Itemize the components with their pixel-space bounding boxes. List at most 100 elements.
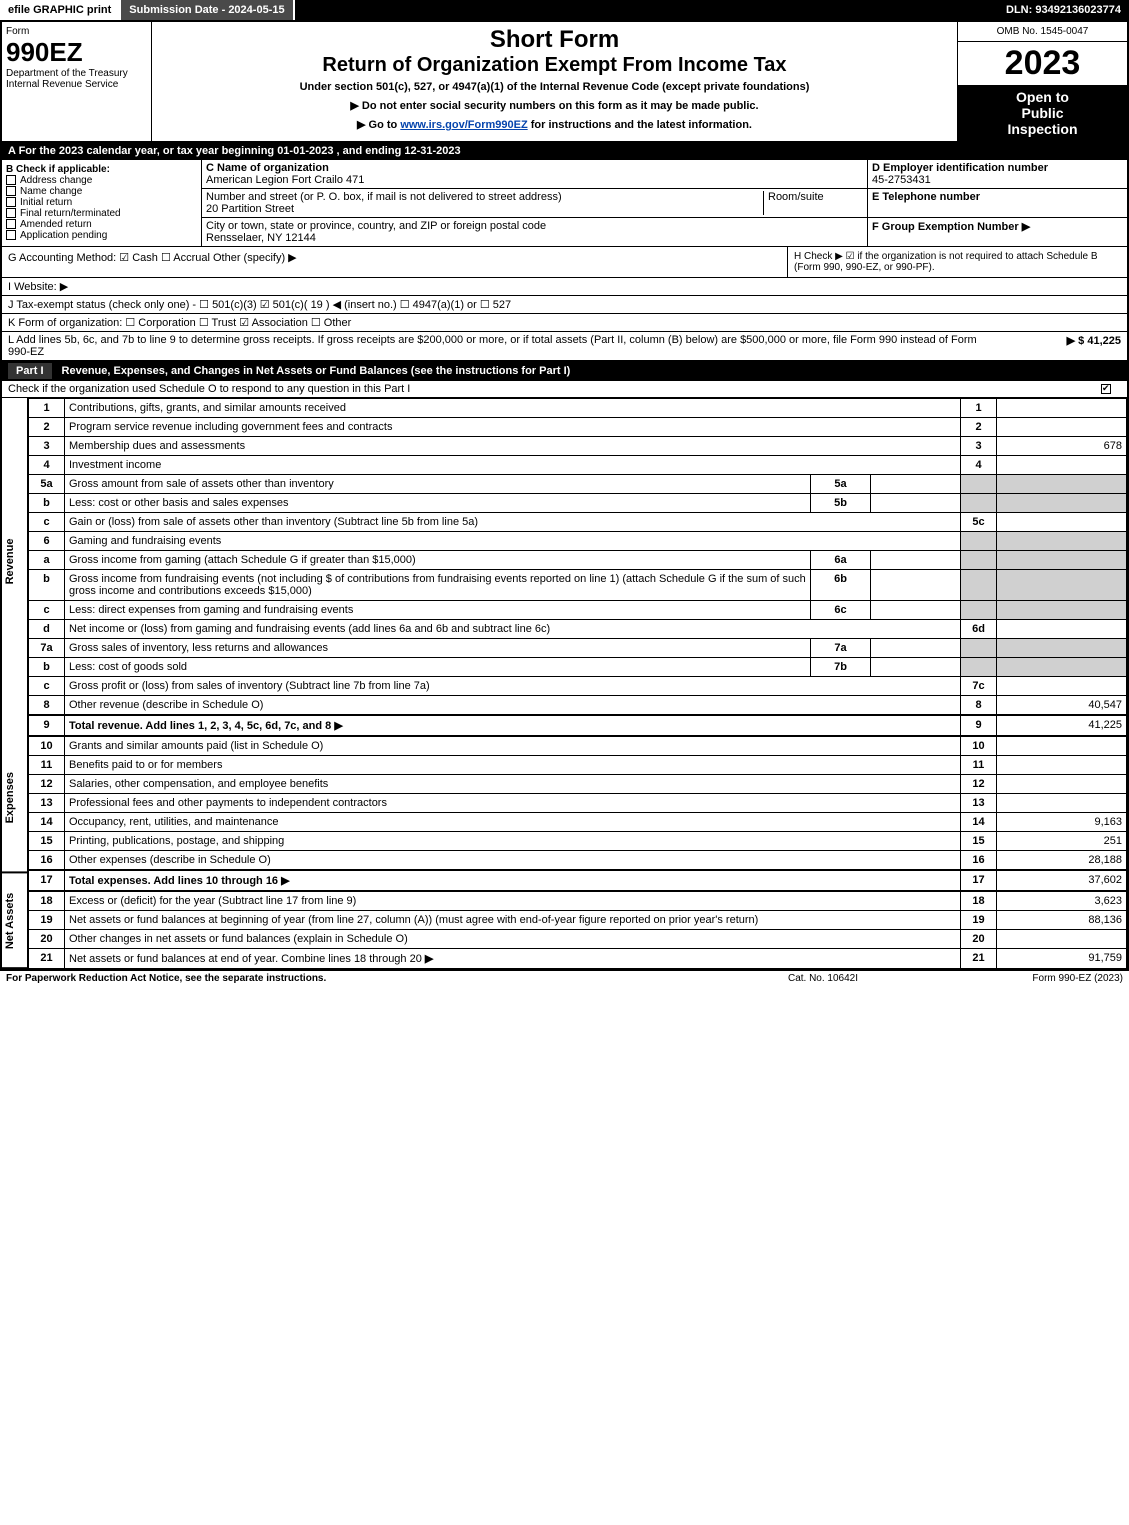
l10-c: 10 (961, 736, 997, 756)
l4-num: 4 (29, 456, 65, 475)
l1-desc: Contributions, gifts, grants, and simila… (69, 402, 346, 414)
dept-treasury: Department of the Treasury (6, 68, 147, 79)
l8-c: 8 (961, 696, 997, 716)
checkbox-icon[interactable] (6, 230, 16, 240)
footer-left: For Paperwork Reduction Act Notice, see … (6, 973, 723, 984)
l11-desc: Benefits paid to or for members (69, 759, 222, 771)
l1-num: 1 (29, 399, 65, 418)
l20-c: 20 (961, 930, 997, 949)
l7a-vshade (997, 639, 1127, 658)
line-21: 21 Net assets or fund balances at end of … (29, 949, 1127, 969)
subtitle-section: Under section 501(c), 527, or 4947(a)(1)… (156, 81, 953, 93)
l15-num: 15 (29, 832, 65, 851)
l7b-num: b (29, 658, 65, 677)
l5c-v (997, 513, 1127, 532)
revenue-label: Revenue (2, 398, 27, 725)
l6d-num: d (29, 620, 65, 639)
l6b-vshade (997, 570, 1127, 601)
line-2: 2Program service revenue including gover… (29, 418, 1127, 437)
l6-desc: Gaming and fundraising events (69, 535, 221, 547)
l12-desc: Salaries, other compensation, and employ… (69, 778, 328, 790)
l5a-desc: Gross amount from sale of assets other t… (69, 478, 334, 490)
line-6b: bGross income from fundraising events (n… (29, 570, 1127, 601)
c-city-lbl: City or town, state or province, country… (206, 220, 863, 232)
dln-label: DLN: 93492136023774 (998, 0, 1129, 20)
l21-c: 21 (961, 949, 997, 969)
ein-value: 45-2753431 (872, 174, 1123, 186)
l6a-vshade (997, 551, 1127, 570)
l14-v: 9,163 (997, 813, 1127, 832)
l6b-sv (871, 570, 961, 601)
l7a-num: 7a (29, 639, 65, 658)
l11-num: 11 (29, 756, 65, 775)
l6a-shade (961, 551, 997, 570)
l-text: L Add lines 5b, 6c, and 7b to line 9 to … (8, 334, 1001, 358)
irs-link[interactable]: www.irs.gov/Form990EZ (400, 119, 527, 131)
l21-num: 21 (29, 949, 65, 969)
l5b-num: b (29, 494, 65, 513)
l11-c: 11 (961, 756, 997, 775)
l2-num: 2 (29, 418, 65, 437)
l6b-num: b (29, 570, 65, 601)
l15-desc: Printing, publications, postage, and shi… (69, 835, 284, 847)
org-street: 20 Partition Street (206, 203, 763, 215)
checkbox-icon[interactable] (6, 197, 16, 207)
l15-c: 15 (961, 832, 997, 851)
l12-c: 12 (961, 775, 997, 794)
l-gross-receipts: L Add lines 5b, 6c, and 7b to line 9 to … (2, 332, 1127, 361)
line-1: 1 Contributions, gifts, grants, and simil… (29, 399, 1127, 418)
l18-desc: Excess or (deficit) for the year (Subtra… (69, 895, 356, 907)
l13-num: 13 (29, 794, 65, 813)
line-12: 12 Salaries, other compensation, and empl… (29, 775, 1127, 794)
expenses-label: Expenses (2, 725, 27, 873)
l11-v (997, 756, 1127, 775)
l6a-sv (871, 551, 961, 570)
l7a-sv (871, 639, 961, 658)
l6b-desc: Gross income from fundraising events (no… (69, 573, 806, 597)
line-20: 20 Other changes in net assets or fund ba… (29, 930, 1127, 949)
l6-num: 6 (29, 532, 65, 551)
checkbox-icon[interactable] (6, 186, 16, 196)
l18-num: 18 (29, 891, 65, 911)
col-c: C Name of organization American Legion F… (202, 160, 867, 246)
header-right: OMB No. 1545-0047 2023 Open to Public In… (957, 22, 1127, 141)
b-opt-3: Final return/terminated (6, 208, 197, 219)
tax-year: 2023 (958, 42, 1127, 85)
checkbox-checked-icon[interactable] (1101, 384, 1111, 394)
l6c-num: c (29, 601, 65, 620)
checkbox-icon[interactable] (6, 208, 16, 218)
l6b-shade (961, 570, 997, 601)
l16-v: 28,188 (997, 851, 1127, 871)
b-opt-0: Address change (6, 175, 197, 186)
l7b-vshade (997, 658, 1127, 677)
line-6c: cLess: direct expenses from gaming and f… (29, 601, 1127, 620)
footer-right: Form 990-EZ (2023) (923, 973, 1123, 984)
note-goto: ▶ Go to www.irs.gov/Form990EZ for instru… (156, 118, 953, 131)
l19-desc: Net assets or fund balances at beginning… (69, 914, 758, 926)
l6-shade (961, 532, 997, 551)
l5a-shade (961, 475, 997, 494)
l7b-desc: Less: cost of goods sold (69, 661, 187, 673)
l5b-vshade (997, 494, 1127, 513)
l16-c: 16 (961, 851, 997, 871)
l7c-c: 7c (961, 677, 997, 696)
e-block: E Telephone number (868, 189, 1127, 218)
l21-desc: Net assets or fund balances at end of ye… (69, 953, 422, 965)
form-container: Form 990EZ Department of the Treasury In… (0, 20, 1129, 971)
checkbox-icon[interactable] (6, 175, 16, 185)
checkbox-icon[interactable] (6, 219, 16, 229)
l7a-shade (961, 639, 997, 658)
line-16: 16Other expenses (describe in Schedule O… (29, 851, 1127, 871)
l9-desc: Total revenue. Add lines 1, 2, 3, 4, 5c,… (69, 720, 331, 732)
l6-vshade (997, 532, 1127, 551)
l5b-shade (961, 494, 997, 513)
l3-c: 3 (961, 437, 997, 456)
d-block: D Employer identification number 45-2753… (868, 160, 1127, 189)
l20-desc: Other changes in net assets or fund bala… (69, 933, 408, 945)
l9-c: 9 (961, 715, 997, 736)
l6d-c: 6d (961, 620, 997, 639)
c-city-block: City or town, state or province, country… (202, 218, 867, 246)
footer-center: Cat. No. 10642I (723, 973, 923, 984)
line-5b: bLess: cost or other basis and sales exp… (29, 494, 1127, 513)
l6c-sc: 6c (811, 601, 871, 620)
